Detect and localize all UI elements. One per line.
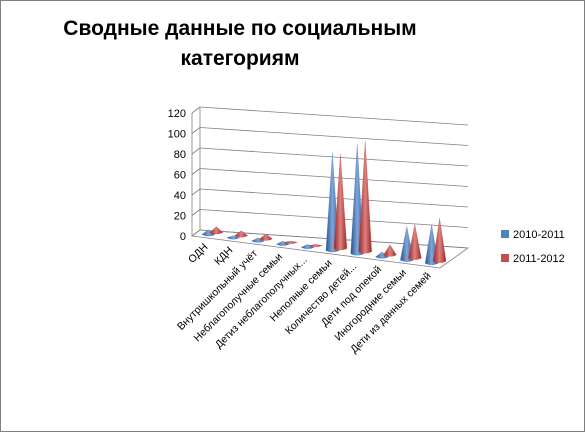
cone-2-9 [408,224,422,260]
category-label-2: КДН [212,244,235,267]
chart-title-line-2: категориям [180,47,300,70]
gridline-side-6 [191,106,201,114]
legend: 2010-2011 2011-2012 [501,229,565,265]
y-tick-label-5: 100 [168,129,186,141]
cone-2-6 [333,154,348,251]
y-tick-label-3: 60 [174,170,186,182]
cone-1-2 [226,235,241,240]
cone-1-1 [201,229,216,237]
chart-title-line-1: Сводные данные по социальным [63,17,417,40]
legend-label-2: 2011-2012 [513,253,565,265]
gridline-back-5 [199,127,469,146]
chart-marks [201,141,447,266]
legend-label-1: 2010-2011 [513,229,565,241]
cone-1-5 [300,244,315,250]
gridline-side-1 [191,209,201,216]
cone-2-10 [432,218,447,264]
cone-2-7 [358,141,372,254]
y-tick-label-2: 40 [174,190,186,202]
gridline-side-4 [191,147,201,155]
y-tick-label-1: 20 [174,211,186,223]
y-tick-label-6: 120 [168,108,186,120]
gridline-side-3 [191,168,201,175]
cone-2-1 [209,226,224,235]
gridline-side-2 [191,188,201,196]
cone-2-4 [283,241,298,244]
chart-title: Сводные данные по социальным категориям [60,14,420,74]
gridline-back-4 [199,147,469,167]
gridline-back-6 [199,106,469,126]
chart-floor [190,229,470,269]
cone-2-5 [308,244,323,248]
y-tick-label-4: 80 [174,149,186,161]
legend-swatch-1 [501,230,509,238]
cone-2-3 [259,233,273,241]
cone-2-2 [234,230,248,238]
y-tick-label-0: 0 [180,231,186,243]
cone-1-4 [275,240,290,246]
gridline-side-5 [191,127,201,134]
cone-2-8 [383,244,397,257]
legend-swatch-2 [501,254,509,262]
y-axis: 0 20 40 60 80 100 120 [168,108,186,243]
cone-1-8 [375,251,389,259]
cone-1-3 [251,237,265,243]
category-label-1: ОДН [186,241,210,265]
